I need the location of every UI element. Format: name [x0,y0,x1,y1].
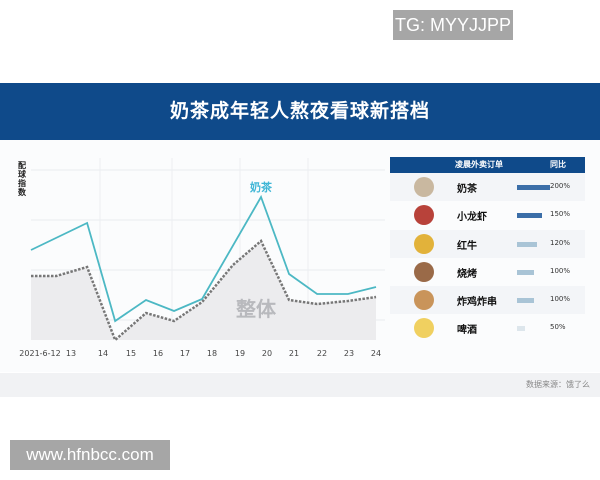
item-name: 烧烤 [457,268,477,280]
y-axis-label: 配球指数 [18,161,26,197]
x-tick-label: 21 [289,349,299,358]
food-thumbnail [414,261,434,282]
table-row: 小龙虾 150% [390,201,585,229]
watermark-top: TG: MYYJJPP [393,10,513,40]
table-row: 烧烤 100% [390,258,585,286]
table-row: 红牛 120% [390,229,585,258]
item-name: 炸鸡炸串 [457,297,497,309]
x-tick-label: 20 [262,349,272,358]
food-thumbnail [414,177,434,197]
table-row: 炸鸡炸串 100% [390,286,585,315]
item-name: 红牛 [457,240,477,252]
food-thumbnail [414,233,434,254]
x-tick-label: 14 [98,349,108,358]
watermark-bottom: www.hfnbcc.com [10,440,170,470]
yoy-value: 200% [550,182,571,190]
header-band: 奶茶成年轻人熬夜看球新搭档 [0,83,600,140]
yoy-bar [517,269,534,275]
yoy-value: 100% [550,295,571,304]
x-tick-label: 15 [126,349,136,358]
food-thumbnail [414,205,434,226]
overall-area [31,241,377,340]
yoy-bar [517,185,550,190]
x-tick-label: 2021-6-12 [19,349,60,358]
table-row: 奶茶 200% [390,173,585,202]
line-chart: 整体 奶茶 2021-6-12 13 14 15 16 17 18 19 20 21 22 23 24 [19,158,385,358]
x-tick-label: 23 [344,349,354,358]
item-name: 小龙虾 [457,212,487,224]
item-name: 奶茶 [457,184,477,195]
yoy-bar [517,298,534,304]
food-thumbnail [414,318,434,339]
page-title: 奶茶成年轻人熬夜看球新搭档 [169,100,430,122]
yoy-value: 50% [550,323,566,332]
food-thumbnail [414,290,434,311]
yoy-bar [517,213,542,219]
footer: 数据来源：饿了么 [0,373,600,397]
yoy-value: 150% [550,210,571,219]
yoy-value: 100% [550,266,571,275]
x-tick-label: 19 [235,349,245,358]
table-row: 啤酒 50% [390,314,585,342]
header-yoy: 同比 [550,160,566,169]
orders-table: 凌晨外卖订单 同比 奶茶 200% 小龙虾 150% 红牛 120% 烧烤 10… [390,157,585,343]
data-source: 数据来源：饿了么 [526,380,590,389]
yoy-bar [517,241,537,247]
x-tick-label: 18 [207,349,217,358]
table-header: 凌晨外卖订单 同比 [390,157,585,173]
yoy-bar [517,326,526,332]
yoy-value: 120% [550,238,571,247]
x-tick-label: 22 [317,349,327,358]
x-tick-label: 24 [371,349,381,358]
x-tick-label: 13 [66,349,76,358]
series-label-milk-tea: 奶茶 [250,180,273,194]
x-tick-label: 17 [180,349,190,358]
item-name: 啤酒 [457,325,477,337]
x-tick-label: 16 [153,349,163,358]
header-orders: 凌晨外卖订单 [455,160,503,169]
series-label-overall: 整体 [235,297,277,321]
